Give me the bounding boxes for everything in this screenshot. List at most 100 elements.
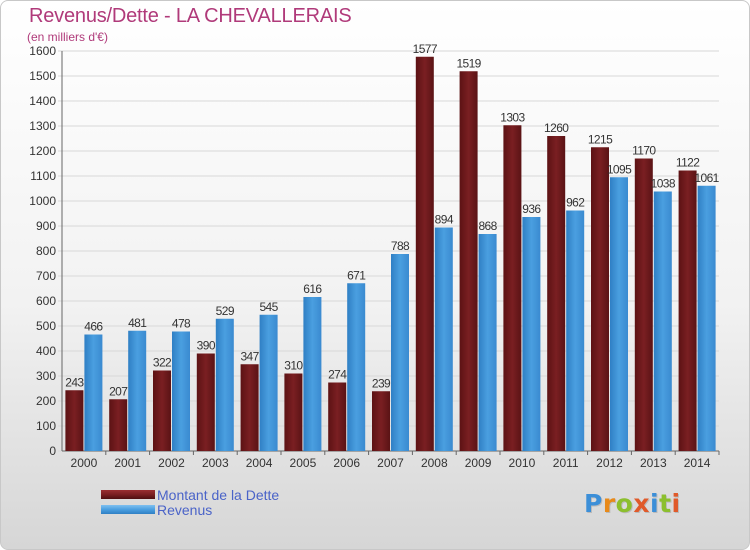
bar-dette xyxy=(284,373,303,451)
y-tick-label: 900 xyxy=(36,219,56,233)
bar-revenus xyxy=(566,210,585,451)
bar-dette xyxy=(591,147,609,451)
data-label-dette: 1260 xyxy=(544,121,569,135)
data-label-dette: 1303 xyxy=(500,110,525,124)
data-label-revenus: 529 xyxy=(216,304,235,318)
data-label-revenus: 1095 xyxy=(607,162,632,176)
y-tick-label: 1400 xyxy=(29,94,56,108)
bar-dette xyxy=(153,370,171,451)
y-tick-label: 1500 xyxy=(29,69,56,83)
x-tick-label: 2002 xyxy=(158,456,185,470)
bar-dette xyxy=(196,353,215,451)
y-tick-label: 1100 xyxy=(30,169,56,183)
bar-dette xyxy=(634,158,653,451)
data-label-revenus: 545 xyxy=(259,300,278,314)
bar-dette xyxy=(503,125,522,451)
y-tick-label: 700 xyxy=(36,269,56,283)
data-label-revenus: 1038 xyxy=(651,177,676,191)
logo-letter: i xyxy=(671,489,681,518)
data-label-dette: 239 xyxy=(372,376,391,390)
bar-revenus xyxy=(84,334,103,451)
bar-revenus xyxy=(697,185,716,451)
logo-letter: o xyxy=(615,489,634,518)
x-tick-label: 2014 xyxy=(684,456,711,470)
legend-label-revenus: Revenus xyxy=(157,501,213,518)
bar-revenus xyxy=(303,297,322,451)
x-tick-label: 2001 xyxy=(114,456,141,470)
bar-revenus xyxy=(347,283,366,451)
data-label-dette: 390 xyxy=(197,339,216,353)
legend-swatch-dette xyxy=(101,490,155,499)
logo-letter: t xyxy=(659,489,672,518)
bar-dette xyxy=(459,71,478,451)
data-label-revenus: 616 xyxy=(303,282,322,296)
x-tick-label: 2004 xyxy=(246,456,273,470)
x-tick-label: 2010 xyxy=(509,456,536,470)
x-tick-label: 2012 xyxy=(596,456,623,470)
y-tick-label: 1000 xyxy=(29,194,56,208)
data-label-dette: 347 xyxy=(240,349,259,363)
bar-dette xyxy=(372,391,390,451)
chart-subtitle: (en milliers d'€) xyxy=(27,30,108,44)
data-label-dette: 1122 xyxy=(676,156,700,170)
data-label-revenus: 671 xyxy=(347,268,366,282)
data-label-dette: 1215 xyxy=(588,132,613,146)
bar-dette xyxy=(678,170,697,451)
bar-revenus xyxy=(522,217,541,451)
data-label-dette: 243 xyxy=(65,375,84,389)
data-label-revenus: 481 xyxy=(128,316,147,330)
legend-item-dette: Montant de la Dette xyxy=(101,486,280,503)
y-tick-label: 600 xyxy=(36,294,56,308)
y-tick-label: 100 xyxy=(36,419,56,433)
data-label-revenus: 962 xyxy=(566,196,585,210)
y-tick-label: 500 xyxy=(36,319,56,333)
data-label-dette: 207 xyxy=(109,384,128,398)
data-label-revenus: 478 xyxy=(172,317,191,331)
y-tick-label: 800 xyxy=(36,244,56,258)
bar-dette xyxy=(65,390,84,451)
logo-letter: r xyxy=(602,489,616,518)
data-label-revenus: 936 xyxy=(522,202,541,216)
data-label-revenus: 788 xyxy=(391,239,410,253)
data-label-revenus: 466 xyxy=(84,320,103,334)
y-tick-label: 300 xyxy=(36,369,56,383)
bar-revenus xyxy=(653,191,672,451)
y-tick-label: 0 xyxy=(49,444,56,458)
bar-revenus xyxy=(215,318,234,451)
bar-revenus xyxy=(434,227,453,451)
legend-label-dette: Montant de la Dette xyxy=(157,486,280,503)
x-tick-label: 2003 xyxy=(202,456,229,470)
x-tick-label: 2006 xyxy=(333,456,360,470)
x-tick-label: 2000 xyxy=(71,456,98,470)
bar-dette xyxy=(547,136,566,451)
bar-revenus xyxy=(128,330,147,451)
x-tick-label: 2008 xyxy=(421,456,448,470)
data-label-dette: 1519 xyxy=(456,56,481,70)
data-label-dette: 1170 xyxy=(632,144,656,158)
y-tick-label: 200 xyxy=(36,394,56,408)
legend: Montant de la Dette Revenus xyxy=(101,486,280,518)
data-label-dette: 310 xyxy=(284,359,303,373)
x-tick-label: 2005 xyxy=(290,456,317,470)
logo-letter: x xyxy=(633,489,650,518)
logo-letter: i xyxy=(650,489,660,518)
legend-item-revenus: Revenus xyxy=(101,501,279,518)
y-tick-label: 400 xyxy=(36,344,56,358)
bar-dette xyxy=(240,364,259,451)
bar-revenus xyxy=(172,331,190,451)
bar-dette xyxy=(328,382,347,451)
data-label-revenus: 868 xyxy=(478,219,497,233)
bar-revenus xyxy=(391,254,409,451)
bar-revenus xyxy=(478,234,497,451)
bar-revenus xyxy=(610,177,628,451)
data-label-dette: 322 xyxy=(153,356,172,370)
legend-swatch-revenus xyxy=(101,505,155,514)
y-tick-label: 1600 xyxy=(29,44,56,58)
bar-dette xyxy=(109,399,128,451)
x-tick-label: 2013 xyxy=(640,456,667,470)
data-label-dette: 1577 xyxy=(413,42,438,56)
bar-dette xyxy=(415,56,434,451)
bar-revenus xyxy=(259,314,278,451)
